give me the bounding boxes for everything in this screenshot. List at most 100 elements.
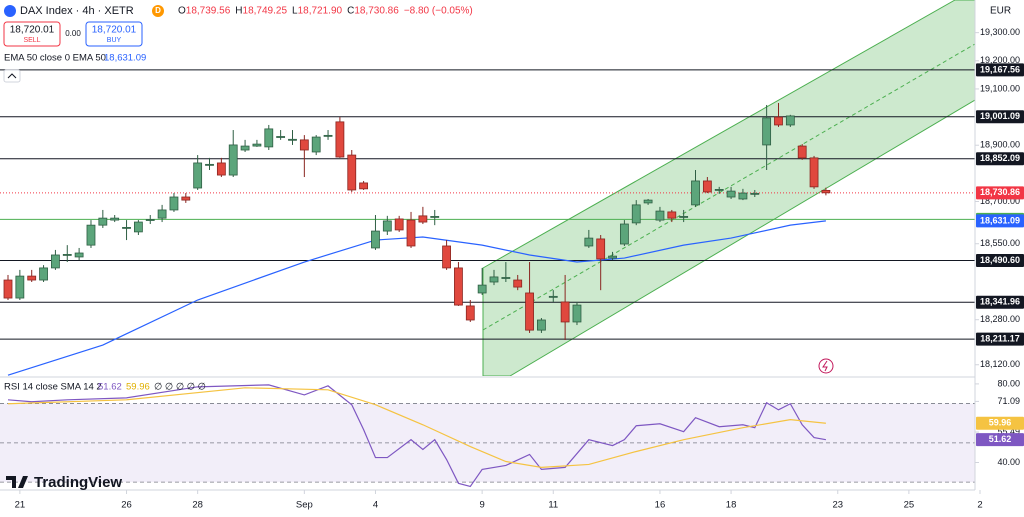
rsi-sma-legend-value: 59.96	[126, 382, 150, 393]
rsi-pane	[0, 384, 975, 488]
candle-body	[608, 255, 617, 259]
candle-body	[86, 224, 96, 246]
collapse-button[interactable]	[3, 69, 21, 83]
quote-value: 18,721.90	[298, 6, 343, 17]
candle-body	[619, 223, 629, 245]
rsi-sma-line	[7, 387, 826, 469]
candle-body	[785, 115, 795, 126]
rsi-sma-label: 59.96	[989, 418, 1012, 428]
candle-body	[525, 292, 534, 331]
x-tick-label: 26	[121, 500, 132, 511]
quote-key: O	[178, 6, 186, 17]
candle-body	[240, 145, 250, 151]
x-tick-label: 9	[479, 500, 484, 511]
candle-body	[821, 189, 831, 194]
candle-body	[477, 284, 487, 294]
candle-body	[181, 196, 191, 201]
candle-body	[548, 295, 558, 298]
candle-body	[394, 218, 404, 231]
candle-body	[193, 162, 203, 189]
candle-body	[264, 128, 274, 148]
sell-price: 18,720.01	[10, 25, 55, 36]
candle-body	[311, 136, 321, 153]
candle-body	[738, 192, 748, 200]
candle-body	[430, 216, 440, 218]
collapse-icon	[7, 73, 17, 79]
rsi-legend-value: 51.62	[98, 382, 122, 393]
brand-logo	[6, 476, 28, 488]
x-tick-label: 25	[904, 500, 915, 511]
candle-body	[714, 189, 724, 191]
candle-body	[216, 162, 226, 176]
candle-body	[691, 180, 700, 206]
badge: D	[155, 6, 161, 15]
candle-body	[276, 136, 286, 138]
candle-body	[726, 190, 736, 198]
time-axis: 21 26 28 Sep 4 9 11 16 18 23 25 2	[15, 490, 983, 511]
level-label-bg	[976, 295, 1024, 309]
quote-value: 18,749.25	[243, 6, 288, 17]
last-price-label: 18,730.86	[980, 187, 1020, 197]
candle-body	[74, 252, 84, 258]
sell-button[interactable]	[3, 21, 61, 47]
candle-body	[406, 219, 416, 247]
y-tick-label: 18,550.00	[980, 238, 1020, 248]
level-label: 18,211.17	[980, 333, 1020, 343]
x-tick-label: 4	[373, 500, 378, 511]
candle-body	[252, 143, 262, 147]
badge-icon	[152, 5, 164, 17]
y-tick-label: 18,280.00	[980, 314, 1020, 324]
price-pane	[0, 0, 975, 376]
y-tick-label: 19,300.00	[980, 27, 1020, 37]
candle-body	[228, 144, 238, 176]
x-tick-label: 23	[832, 500, 843, 511]
candle-body	[382, 220, 392, 232]
spread: 0.00	[65, 29, 81, 38]
quote-key: C	[347, 6, 354, 17]
candle-body	[596, 238, 606, 260]
level-label-bg	[976, 63, 1024, 77]
buy-button[interactable]	[85, 21, 143, 47]
quote-value: 18,730.86	[354, 6, 399, 17]
rsi-legend: RSI 14 close SMA 14 2	[4, 382, 102, 393]
symbol-title: DAX Index · 4h · XETR	[20, 5, 134, 17]
candle-body	[133, 221, 143, 233]
candle-body	[371, 230, 380, 249]
candle-body	[513, 279, 523, 288]
level-label: 19,167.56	[980, 64, 1020, 74]
quote-change: −8.80 (−0.05%)	[404, 6, 473, 17]
candle-body	[750, 192, 760, 195]
rsi-sma-label-bg	[976, 416, 1024, 430]
quote-key: H	[235, 6, 242, 17]
y-tick-label: 18,700.00	[980, 196, 1020, 206]
ohlc-readout: O 18,739.56 H 18,749.25 L 18,721.90 C 18,730.86…	[178, 6, 473, 17]
candle-body	[560, 301, 570, 323]
last-price-label-bg	[976, 186, 1024, 200]
symbol-icon	[4, 5, 16, 17]
candle-body	[584, 237, 594, 247]
candle-body	[27, 275, 37, 281]
y-tick-label: 18,900.00	[980, 140, 1020, 150]
currency: EUR	[990, 6, 1011, 17]
rsi-legend-empty: ∅ ∅ ∅ ∅ ∅	[154, 382, 206, 393]
candle-body	[418, 215, 428, 223]
candle-body	[359, 182, 369, 190]
x-tick-label: Sep	[296, 500, 313, 511]
event-icon[interactable]	[818, 358, 834, 374]
price-axis: 19,300.00 19,200.00 19,100.00 18,900.00 18,7…	[975, 27, 1024, 467]
candle-body	[489, 276, 499, 283]
quote-key: L	[292, 6, 298, 17]
candle-body	[157, 209, 167, 219]
sell-label: SELL	[23, 37, 40, 44]
brand-name: TradingView	[34, 474, 122, 491]
candle-body	[537, 319, 546, 331]
candle-body	[465, 305, 475, 321]
x-tick-label: 28	[192, 500, 203, 511]
candle-body	[51, 254, 60, 269]
level-label-bg	[976, 152, 1024, 166]
buy-price: 18,720.01	[92, 25, 137, 36]
candle-body	[631, 204, 641, 224]
ema-line	[7, 220, 826, 376]
ema-legend: EMA 50 close 0 EMA 50	[4, 53, 106, 64]
level-label: 18,490.60	[980, 255, 1020, 265]
